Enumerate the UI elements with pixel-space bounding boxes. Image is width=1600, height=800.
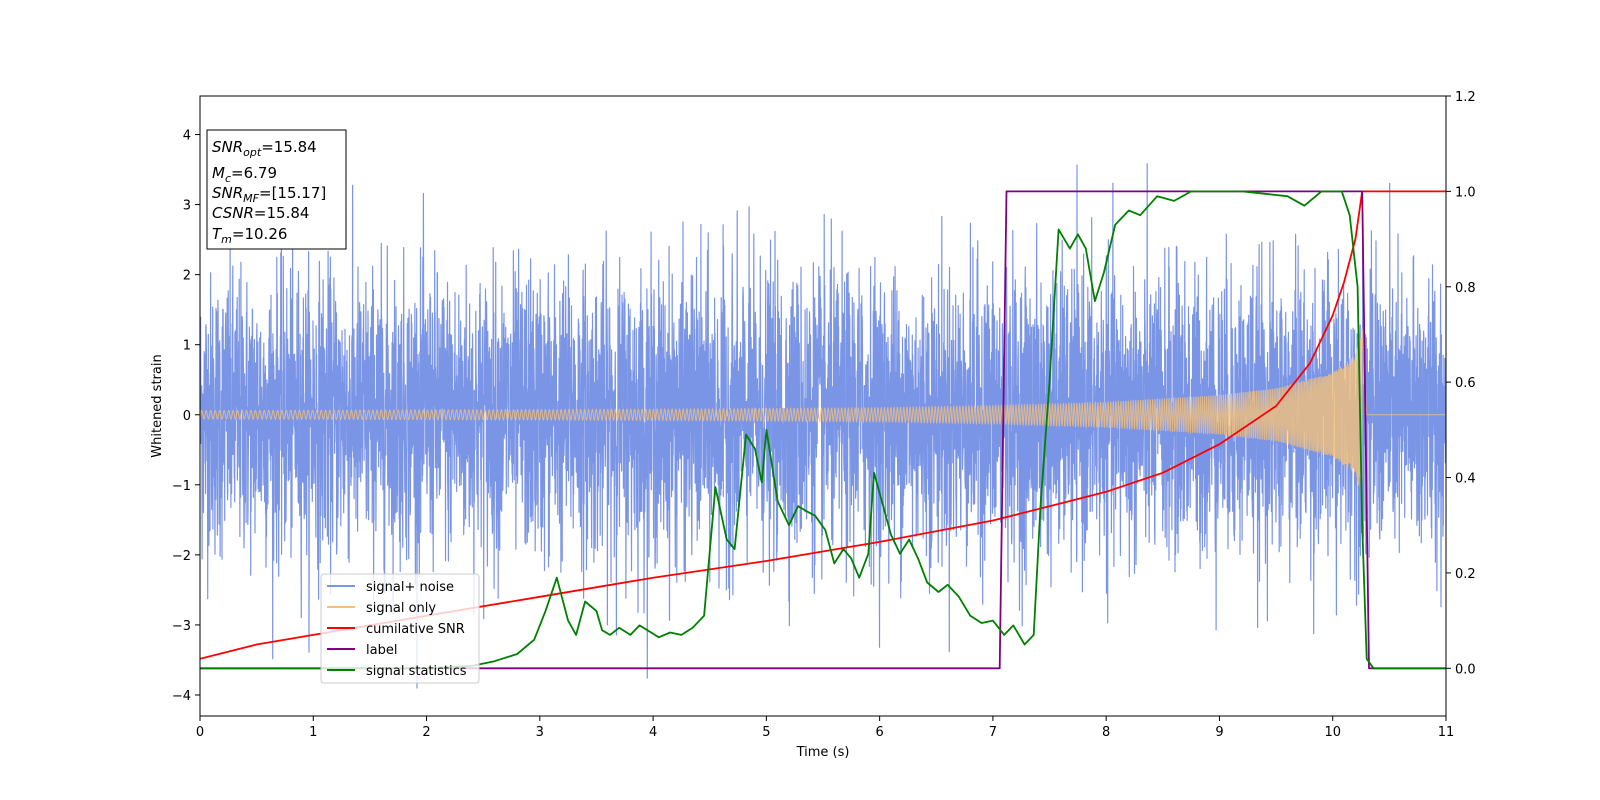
info-tm-value: =10.26 — [232, 225, 288, 243]
info-snr-mf-value: =[15.17] — [259, 184, 326, 202]
x-tick-label: 9 — [1215, 725, 1223, 740]
x-tick-label: 11 — [1438, 725, 1455, 740]
info-csnr-value: =15.84 — [254, 204, 310, 222]
y-left-tick-label: 0 — [183, 409, 191, 424]
x-tick-label: 5 — [762, 725, 770, 740]
y-left-tick-label: −2 — [172, 549, 191, 564]
x-tick-label: 4 — [649, 725, 657, 740]
x-tick-label: 0 — [196, 725, 204, 740]
info-mc-value: =6.79 — [231, 164, 277, 182]
y-right-tick-label: 0.6 — [1455, 376, 1476, 391]
x-axis-label: Time (s) — [796, 745, 850, 760]
x-tick-label: 2 — [422, 725, 430, 740]
info-tm-sub: m — [221, 233, 232, 246]
y-right-tick-label: 1.0 — [1455, 185, 1476, 200]
info-box-frame — [206, 129, 347, 250]
legend-label: signal only — [366, 601, 436, 616]
y-left-tick-label: −4 — [172, 689, 191, 704]
info-mc-sub: c — [225, 172, 231, 185]
legend-label: signal+ noise — [366, 580, 454, 595]
series-signal-only-line — [200, 328, 1446, 494]
info-snr-opt-main: SNR — [212, 138, 243, 156]
x-tick-label: 3 — [536, 725, 544, 740]
y-left-tick-label: 3 — [183, 199, 191, 214]
y-axis-left: −4 −3 −2 −1 0 1 2 3 4 — [172, 129, 200, 704]
x-tick-label: 7 — [989, 725, 997, 740]
info-snr-opt-value: =15.84 — [261, 138, 317, 156]
plot-frame — [199, 95, 1447, 717]
info-tm-main: T — [212, 225, 223, 243]
series-signal-noise-line — [200, 163, 1446, 689]
y-right-tick-label: 0.0 — [1455, 662, 1476, 677]
info-mc: Mc=6.79 — [212, 164, 277, 185]
info-snr-mf-main: SNR — [212, 184, 243, 202]
x-tick-label: 6 — [875, 725, 883, 740]
legend-label: label — [366, 643, 397, 658]
info-box: SNRopt=15.84 Mc=6.79 SNRMF=[15.17] CSNR=… — [206, 129, 347, 250]
legend-label: signal statistics — [366, 664, 467, 679]
x-tick-label: 10 — [1324, 725, 1341, 740]
legend-frame — [320, 573, 480, 684]
y-left-tick-label: 4 — [183, 129, 191, 144]
info-snr-opt: SNRopt=15.84 — [212, 138, 317, 159]
series-layer — [200, 163, 1446, 689]
info-csnr: CSNR=15.84 — [212, 204, 309, 222]
info-snr-opt-sub: opt — [243, 146, 262, 159]
y-left-tick-label: −3 — [172, 619, 191, 634]
y-left-tick-label: −1 — [172, 479, 191, 494]
y-axis-label: Whitened strain — [150, 354, 165, 457]
info-snr-mf-sub: MF — [243, 192, 259, 205]
legend: signal+ noise signal only cumilative SNR la… — [320, 573, 480, 684]
info-snr-mf: SNRMF=[15.17] — [212, 184, 326, 205]
y-axis-right: 0.0 0.2 0.4 0.6 0.8 1.0 1.2 — [1446, 90, 1476, 677]
y-right-tick-label: 1.2 — [1455, 90, 1476, 105]
y-right-tick-label: 0.2 — [1455, 567, 1476, 582]
legend-label: cumilative SNR — [366, 622, 465, 637]
y-right-tick-label: 0.8 — [1455, 281, 1476, 296]
x-tick-label: 1 — [309, 725, 317, 740]
series-signal-statistics-line — [200, 190, 1446, 670]
info-mc-main: M — [212, 164, 225, 182]
y-left-tick-label: 1 — [183, 339, 191, 354]
info-csnr-main: CSNR — [212, 204, 254, 222]
y-right-tick-label: 0.4 — [1455, 472, 1476, 487]
x-axis: 0 1 2 3 4 5 6 7 8 9 10 11 — [196, 716, 1454, 740]
x-tick-label: 8 — [1102, 725, 1110, 740]
y-left-tick-label: 2 — [183, 269, 191, 284]
info-tm: Tm=10.26 — [212, 225, 287, 246]
